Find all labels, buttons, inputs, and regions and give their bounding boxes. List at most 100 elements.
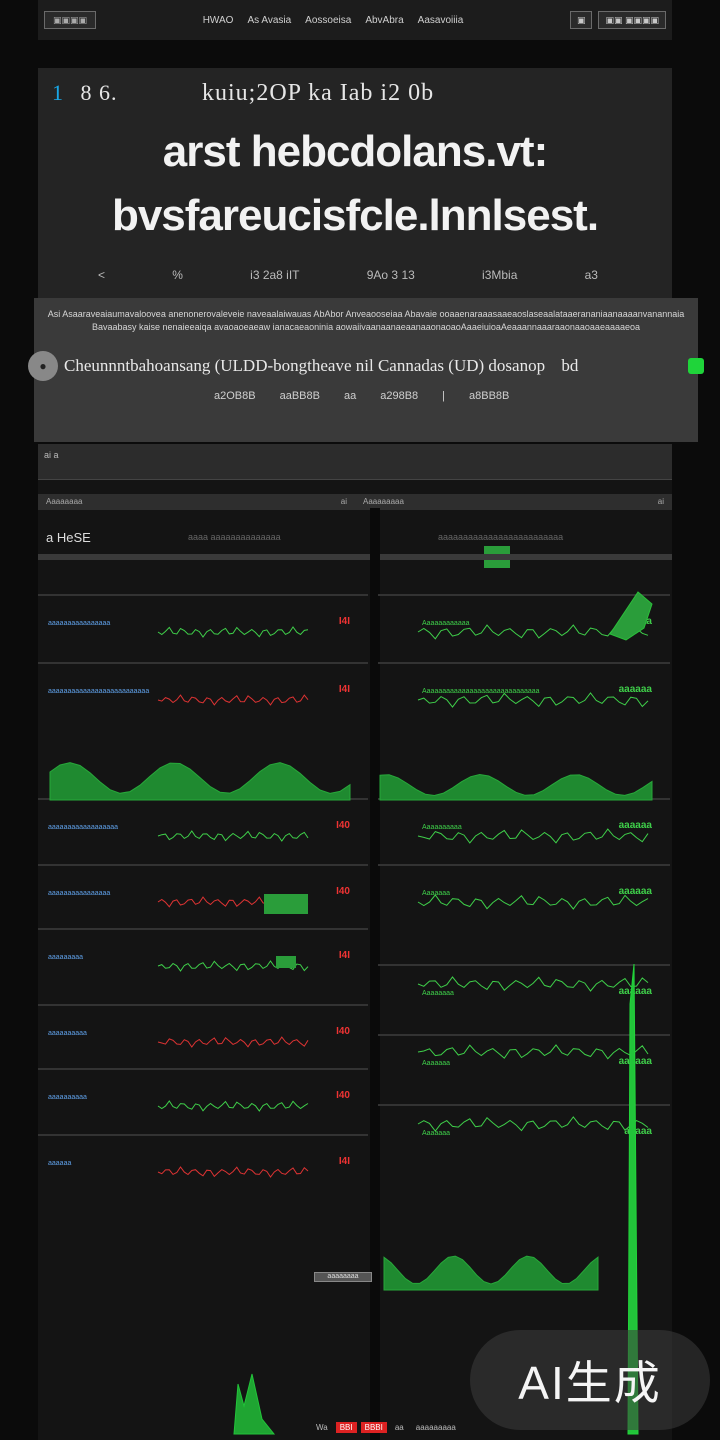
top-navbar: ▣▣▣▣ HWAO As Avasia Aossoeisa AbvAbra Aa… <box>38 0 672 40</box>
right-sparkline <box>417 1116 649 1132</box>
row-value: aaaaaa <box>618 886 652 897</box>
row-divider <box>378 594 670 596</box>
left-panel-subtitle: aaaa aaaaaaaaaaaaaa <box>188 532 281 542</box>
row-divider <box>38 1068 368 1070</box>
row-divider <box>38 928 368 930</box>
row-divider <box>38 864 368 866</box>
row-label: Aaaaaaaaaaaa <box>422 620 470 627</box>
hero-title-line-1: arst hebcdolans.vt: <box>162 127 548 176</box>
stat-1: a2OB8B <box>214 390 256 402</box>
col-right-end: ai <box>657 497 664 506</box>
row-divider <box>38 662 368 664</box>
nav-link-1[interactable]: HWAO <box>202 14 234 26</box>
hero-number-b: 8 6. <box>80 80 118 105</box>
row-label: aaaaaaaaaaaaaaaa <box>48 620 111 627</box>
stat-2: aaBB8B <box>279 390 320 402</box>
row-label: Aaaaaaa <box>422 1130 451 1137</box>
watermark: AI生成 <box>470 1330 710 1430</box>
column-divider <box>370 508 380 1440</box>
row-value: I4I <box>338 616 350 627</box>
table-row[interactable]: aaaaaaaaaa I40 <box>38 1004 368 1058</box>
chip-label-text: Cheunnntbahoansang (ULDD-bongtheave nil … <box>64 356 546 375</box>
row-label: Aaaaaaaaaa <box>422 824 462 831</box>
col-left-title: Aaaaaaaa <box>46 497 83 506</box>
row-label: aaaaaaaaaaaaaaaaaaaaaaaaaa <box>48 688 150 695</box>
hero-info-bar: < % i3 2a8 iIT 9Ao 3 13 i3Mbia a3 <box>98 268 598 282</box>
nav-link-5[interactable]: Aasavoiiia <box>417 14 464 26</box>
row-value: aaaaaa <box>618 684 652 695</box>
right-sparkline <box>417 692 649 708</box>
back-icon[interactable]: < <box>98 268 106 282</box>
hero-number-a: 1 <box>52 80 64 105</box>
small-button[interactable]: aaaaaaaa <box>314 1272 372 1282</box>
source-chip-label: Cheunnntbahoansang (ULDD-bongtheave nil … <box>64 356 578 376</box>
footer-item-5[interactable]: aaaaaaaaa <box>415 1423 456 1432</box>
nav-link-3[interactable]: Aossoeisa <box>305 14 352 26</box>
hero-subtitle: kuiu;2OP ka Iab i2 0b <box>202 80 435 106</box>
row-divider <box>38 594 368 596</box>
row-label: Aaaaaaa <box>422 890 451 897</box>
hero-meta-row: 1 8 6. kuiu;2OP ka Iab i2 0b <box>52 80 433 106</box>
left-sparkline <box>157 1100 309 1112</box>
hero-meta-2: i3 2a8 iIT <box>250 268 300 282</box>
avatar: ● <box>28 351 58 381</box>
row-divider <box>378 1034 670 1036</box>
stat-sep: | <box>442 390 446 402</box>
nav-account-button[interactable]: ▣▣ ▣▣▣▣ <box>598 11 666 29</box>
chip-tag: bd <box>561 356 579 375</box>
footer-item-1[interactable]: Wa <box>316 1423 328 1432</box>
nav-link-2[interactable]: As Avasia <box>247 14 292 26</box>
site-logo[interactable]: ▣▣▣▣ <box>44 11 96 29</box>
row-label: aaaaaaaaaaaaaaaaaa <box>48 824 119 831</box>
table-row[interactable]: aaaaaa I4I <box>38 1134 368 1188</box>
left-sparkline <box>157 694 309 706</box>
hero-meta-1: % <box>172 268 183 282</box>
row-value: aaaaaa <box>618 986 652 997</box>
row-value: I4I <box>338 950 350 961</box>
left-sparkline <box>157 1166 309 1178</box>
left-area-chart <box>49 762 351 801</box>
row-value: I40 <box>336 886 350 897</box>
table-row[interactable]: aaaaaaaaaa I40 <box>38 1068 368 1122</box>
table-row[interactable]: Aaaaaaaaaaaaaaaaaaaaaaaaaaaaaa aaaaaa <box>378 662 670 716</box>
footer-item-2[interactable]: BBI <box>335 1422 357 1433</box>
col-left-header[interactable]: Aaaaaaaa ai <box>38 494 355 510</box>
col-right-header[interactable]: Aaaaaaaaa ai <box>355 494 672 510</box>
row-divider <box>38 1134 368 1136</box>
table-row[interactable]: aaaaaaaaaaaaaaaa I40 <box>38 864 368 918</box>
table-row[interactable]: aaaaaaaaa I4I <box>38 928 368 982</box>
stat-3: aa <box>343 390 357 402</box>
source-chip[interactable]: ● Cheunnntbahoansang (ULDD-bongtheave ni… <box>28 346 718 386</box>
footer-item-3[interactable]: BBBI <box>360 1422 387 1433</box>
row-label: aaaaaaaaaa <box>48 1030 87 1037</box>
row-divider <box>378 662 670 664</box>
row-divider <box>38 1004 368 1006</box>
right-sparkline <box>417 828 649 844</box>
right-panel-subtitle: aaaaaaaaaaaaaaaaaaaaaaaaa <box>438 532 564 542</box>
table-row[interactable]: aaaaaaaaaaaaaaaaaaaaaaaaaa I4I <box>38 662 368 716</box>
row-divider <box>378 1104 670 1106</box>
row-value: I40 <box>336 820 350 831</box>
row-label: Aaaaaaaa <box>422 990 454 997</box>
nav-link-4[interactable]: AbvAbra <box>365 14 404 26</box>
row-label: aaaaaa <box>48 1160 72 1167</box>
table-row[interactable]: Aaaaaaaa aaaaaa <box>378 964 670 1018</box>
stat-5: a8BB8B <box>469 390 510 402</box>
col-right-title: Aaaaaaaaa <box>363 497 404 506</box>
green-summary-bar <box>276 956 296 968</box>
right-sparkline <box>417 894 649 910</box>
row-label: Aaaaaaaaaaaaaaaaaaaaaaaaaaaaaa <box>422 688 540 695</box>
table-row[interactable]: Aaaaaaa aaaaaa <box>378 864 670 918</box>
row-divider <box>378 864 670 866</box>
hero-title-line-2: bvsfareucisfcle.lnnlsest. <box>111 191 599 240</box>
table-row[interactable]: Aaaaaaa aaaaa <box>378 1104 670 1158</box>
footer-item-4[interactable]: aa <box>394 1423 404 1432</box>
hero-meta-3: 9Ao 3 13 <box>366 268 415 282</box>
description-panel: Asi Asaaraveaiaumavaloovea anenonerovale… <box>28 298 704 442</box>
hero-banner: 1 8 6. kuiu;2OP ka Iab i2 0b arst hebcdo… <box>38 68 672 298</box>
table-row[interactable]: aaaaaaaaaaaaaaaa I4I <box>38 594 368 648</box>
dashboard-header: ai a <box>38 444 672 480</box>
row-value: I40 <box>336 1090 350 1101</box>
nav-menu-icon[interactable]: ▣ <box>569 11 593 29</box>
green-spike-bar <box>627 963 639 1435</box>
